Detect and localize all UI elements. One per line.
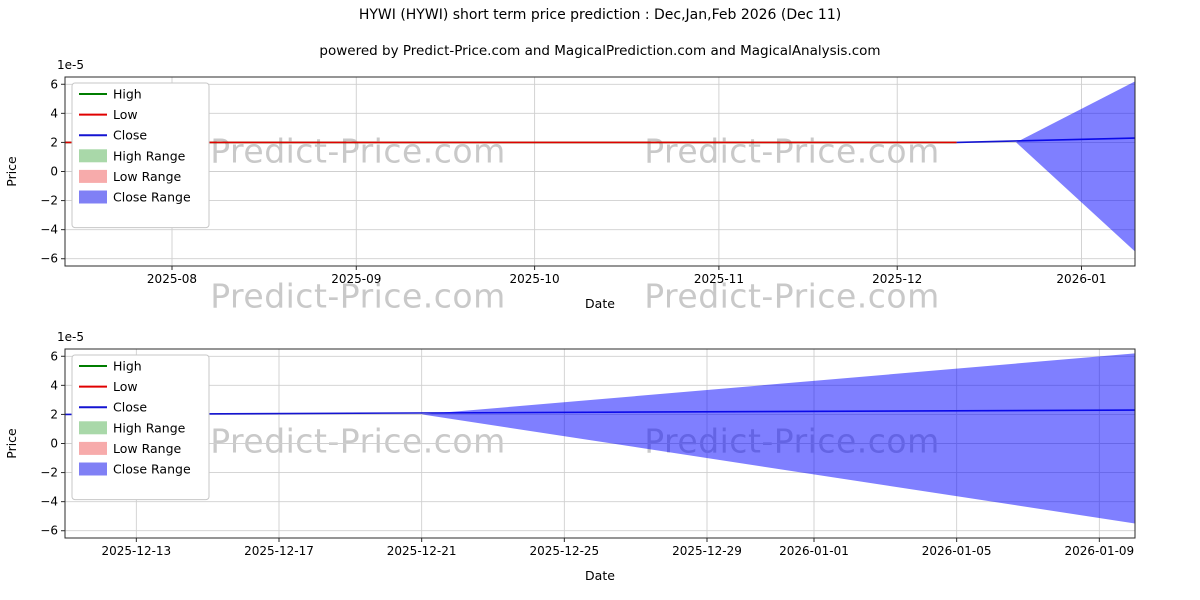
watermark-text: Predict-Price.com [644,276,940,316]
legend-swatch-patch [79,441,107,455]
tick-labels: 2025-08 2025-09 2025-10 2025-11 2025-12 2026-… [40,77,1106,286]
legend-label: Low [113,107,138,122]
y-tick-label: 2 [50,135,58,149]
watermark-text: Predict-Price.com [210,276,506,316]
x-tick-label: 2026-01-01 [779,544,849,558]
x-tick-label: 2025-12-13 [101,544,171,558]
legend-label: High Range [113,148,186,163]
y-tick-label: 2 [50,407,58,421]
x-tick-label: 2025-09 [331,272,381,286]
figure-title: HYWI (HYWI) short term price prediction … [358,7,842,23]
legend-swatch-patch [79,190,107,204]
legend-swatch-patch [79,149,107,163]
y-tick-label: 0 [50,165,58,179]
legend-label: Close Range [113,190,191,205]
legend-label: Close [113,128,147,143]
watermark-text: Predict-Price.com [210,421,506,461]
legend-label: High [113,359,142,374]
x-tick-label: 2025-12-25 [529,544,599,558]
y-tick-label: −2 [40,194,58,208]
x-tick-label: 2025-12-17 [244,544,314,558]
top-chart: 2025-08 2025-09 2025-10 2025-11 2025-12 2026-… [4,58,1136,311]
figure-subtitle: powered by Predict-Price.com and Magical… [319,43,881,59]
bottom-chart: 2025-12-13 2025-12-17 2025-12-21 2025-12-25… [4,330,1136,583]
x-axis-label: Date [585,568,615,583]
legend-swatch-patch [79,421,107,435]
x-tick-label: 2026-01-05 [922,544,992,558]
y-tick-label: −6 [40,524,58,538]
legend-label: Low Range [113,441,182,456]
y-tick-label: 0 [50,437,58,451]
y-tick-label: −4 [40,223,58,237]
x-tick-label: 2026-01-09 [1064,544,1134,558]
y-tick-label: 4 [50,106,58,120]
y-tick-label: −6 [40,252,58,266]
legend-label: High [113,87,142,102]
y-offset-label: 1e-5 [57,58,84,72]
watermark-text: Predict-Price.com [210,131,506,171]
x-tick-label: 2025-12-29 [672,544,742,558]
y-tick-label: −4 [40,495,58,509]
x-tick-label: 2025-12-21 [387,544,457,558]
legend-label: Close [113,400,147,415]
legend-label: Low Range [113,169,182,184]
y-tick-label: 6 [50,77,58,91]
close-range-band [1016,81,1135,252]
y-tick-label: 4 [50,378,58,392]
tick-labels: 2025-12-13 2025-12-17 2025-12-21 2025-12-25… [40,349,1134,558]
y-tick-label: 6 [50,349,58,363]
x-tick-label: 2025-10 [510,272,560,286]
legend-label: Close Range [113,462,191,477]
legend-label: Low [113,379,138,394]
legend: High Low Close High Range Low Range Close Ran… [71,354,210,501]
legend-swatch-patch [79,169,107,183]
x-tick-label: 2025-12 [872,272,922,286]
legend-label: High Range [113,420,186,435]
y-tick-label: −2 [40,466,58,480]
x-tick-label: 2026-01 [1056,272,1106,286]
x-tick-label: 2025-11 [694,272,744,286]
legend: High Low Close High Range Low Range Close Ran… [71,82,210,229]
close-range-band [421,353,1136,524]
y-offset-label: 1e-5 [57,330,84,344]
x-tick-label: 2025-08 [147,272,197,286]
y-axis-label: Price [4,156,19,187]
watermark-text: Predict-Price.com [644,131,940,171]
y-axis-label: Price [4,428,19,459]
legend-swatch-patch [79,462,107,476]
grid [65,77,1135,266]
x-axis-label: Date [585,296,615,311]
